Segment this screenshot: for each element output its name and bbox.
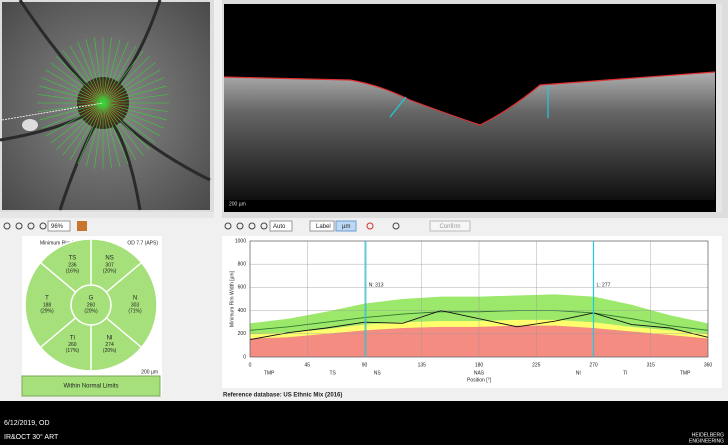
sector-pct: (17%)	[66, 348, 80, 354]
confirm-button[interactable]	[429, 220, 471, 232]
tool-icon[interactable]	[224, 222, 232, 230]
fundus-toolbar: 96%	[3, 220, 87, 232]
cursor-label: L: 277	[597, 282, 611, 288]
reference-line	[1, 102, 104, 121]
sector-value: 303	[131, 302, 140, 308]
reflex	[22, 119, 38, 131]
sector-name: TI	[70, 335, 76, 341]
x-tick-label: 360	[704, 362, 713, 368]
mode-box[interactable]	[269, 220, 293, 232]
zoom-value: 96%	[51, 224, 64, 230]
zoom-box[interactable]	[47, 220, 71, 232]
cursor-label: N: 313	[369, 282, 384, 288]
sector-divider	[105, 317, 143, 348]
sector-diagram: TS236(16%)NS307(20%)N303(71%)NI274(20%)T…	[24, 238, 158, 372]
sector-name: TS	[69, 256, 77, 262]
confirm-text: Confirm	[439, 224, 460, 230]
tool-icon[interactable]	[236, 222, 244, 230]
y-tick-label: 200	[238, 331, 247, 337]
x-tick-label: 0	[249, 362, 252, 368]
reference: Reference database: US Ethnic Mix (2016)	[223, 393, 342, 399]
logo-top: HEIDELBERG	[692, 432, 724, 438]
x-axis-title: Position [°]	[467, 377, 492, 383]
y-tick-label: 0	[243, 354, 246, 360]
tool-icon[interactable]	[3, 222, 11, 230]
vessels	[0, 0, 211, 211]
sector-value: 274	[105, 342, 114, 348]
label-button-text: Label	[316, 224, 331, 230]
sector-pct: (20%)	[103, 348, 117, 354]
x-tick-label: 45	[304, 362, 310, 368]
sector-value: 260	[87, 302, 96, 308]
sector-name: G	[89, 296, 94, 302]
x-tick-label: 270	[589, 362, 598, 368]
exam-mode: IR&OCT 30° ART	[4, 433, 59, 441]
mode: Auto	[273, 224, 286, 230]
sector-value: 188	[43, 302, 52, 308]
sector-pct: (29%)	[40, 308, 54, 314]
exam-date: 6/12/2019, OD	[4, 420, 50, 427]
tool-icon[interactable]	[260, 222, 268, 230]
y-tick-label: 800	[238, 262, 247, 268]
oct-scale: 200 µm	[229, 201, 246, 207]
sector-divider	[105, 262, 143, 293]
x-tick-label: 225	[532, 362, 541, 368]
sector-name: T	[45, 296, 49, 302]
sector-pct: (20%)	[103, 268, 117, 274]
scrollbar[interactable]	[716, 4, 722, 212]
classification-bar	[21, 375, 161, 397]
y-axis-title: Minimum Rim Width [µm]	[229, 270, 235, 327]
scrollbar[interactable]	[0, 212, 214, 218]
footer	[0, 401, 728, 445]
tool-icon[interactable]	[392, 222, 400, 230]
sector-value: 307	[105, 262, 114, 268]
sector-label: TMP	[264, 370, 275, 376]
sector-label: NS	[374, 370, 382, 376]
sector-name: NS	[105, 256, 113, 262]
x-tick-label: 135	[418, 362, 427, 368]
mrw-marker	[389, 96, 407, 118]
label-button[interactable]	[309, 220, 335, 232]
plot-border	[249, 240, 709, 358]
chart: 0 200 400 600 800 1000 0 45 90 135 180 225 270 315 360…	[229, 238, 712, 383]
tool-icon[interactable]	[77, 221, 87, 231]
sector-label: TMP	[680, 370, 691, 376]
sector-label: NAS	[474, 370, 485, 376]
logo-bottom: ENGINEERING	[689, 438, 724, 444]
sector-value: 236	[68, 262, 77, 268]
x-tick-label: 90	[362, 362, 368, 368]
y-tick-label: 600	[238, 285, 247, 291]
unit-button[interactable]	[335, 220, 357, 232]
y-tick-label: 1000	[235, 238, 246, 244]
y-tick-label: 400	[238, 308, 247, 314]
tool-icon[interactable]	[27, 222, 35, 230]
ilm-line	[223, 71, 716, 126]
tool-icon[interactable]	[15, 222, 23, 230]
sector-label: NI	[576, 370, 581, 376]
sector-divider	[39, 262, 77, 293]
eye: OD 7.7 (APS)	[127, 240, 158, 246]
sector-center	[70, 284, 112, 326]
sector-divider	[39, 317, 77, 348]
oct-toolbar: Auto Label µm Confirm	[224, 220, 471, 232]
tool-icon[interactable]	[39, 222, 47, 230]
tool-icon[interactable]	[248, 222, 256, 230]
sector-name: N	[133, 296, 137, 302]
unit-button-text: µm	[342, 224, 350, 230]
sector-pct: (20%)	[84, 308, 98, 314]
classification: Within Normal Limits	[63, 384, 118, 390]
x-tick-label: 180	[475, 362, 484, 368]
tool-icon[interactable]	[366, 222, 374, 230]
sector-label: TI	[623, 370, 627, 376]
sector-name: NI	[107, 335, 113, 341]
x-tick-label: 315	[647, 362, 656, 368]
sector-label: TS	[329, 370, 336, 376]
sector-pct: (71%)	[128, 308, 142, 314]
sector-value: 260	[68, 342, 77, 348]
sector-scale: 200 µm	[141, 369, 158, 375]
retina	[224, 72, 715, 200]
sector-pct: (16%)	[66, 268, 80, 274]
